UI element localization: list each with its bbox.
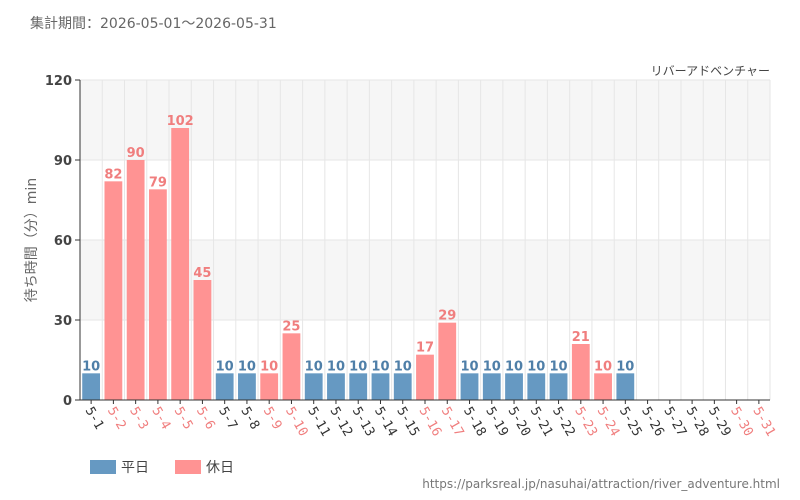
bar-5-7: [215, 373, 234, 400]
data-label-5-15: 10: [394, 359, 412, 374]
bar-5-9: [260, 373, 279, 400]
bar-5-8: [238, 373, 256, 400]
x-tick-label-5-4: 5-4: [148, 405, 173, 433]
bar-5-2: [104, 181, 123, 400]
x-tick-label-5-6: 5-6: [193, 405, 218, 433]
data-label-5-12: 10: [327, 359, 345, 374]
data-label-5-9: 10: [260, 359, 278, 374]
data-label-5-18: 10: [460, 359, 478, 374]
period-label: 集計期間：2026-05-01～2026-05-31: [30, 15, 277, 32]
y-axis-ticks: 0 30 60 90 120: [45, 74, 80, 409]
data-label-5-22: 10: [550, 359, 568, 374]
data-label-5-25: 10: [616, 359, 634, 374]
y-tick-label: 120: [45, 74, 72, 89]
data-label-5-24: 10: [594, 359, 612, 374]
bar-5-21: [527, 373, 546, 400]
legend: 平日 休日: [90, 460, 234, 476]
bar-5-6: [193, 280, 212, 400]
data-label-5-2: 82: [104, 167, 122, 182]
bar-5-19: [482, 373, 501, 400]
legend-label-weekday: 平日: [121, 460, 149, 476]
y-tick-label: 30: [54, 314, 72, 329]
legend-swatch-weekday: [90, 460, 116, 474]
bar-5-12: [327, 373, 345, 400]
x-tick-label-5-2: 5-2: [104, 405, 129, 433]
bar-5-3: [126, 160, 145, 400]
y-tick-label: 0: [63, 394, 72, 409]
data-label-5-19: 10: [483, 359, 501, 374]
legend-swatch-holiday: [175, 460, 201, 474]
data-label-5-6: 45: [193, 266, 211, 281]
bar-5-13: [349, 373, 368, 400]
data-label-5-1: 10: [82, 359, 100, 374]
bar-5-22: [549, 373, 568, 400]
x-tick-label-5-7: 5-7: [215, 405, 240, 433]
x-tick-label-5-5: 5-5: [171, 405, 196, 433]
data-labels: 10 82 90 79 102 45 10 10 10 25 10 10 10 10 10 17 29 10 10 1…: [82, 114, 634, 374]
y-tick-label: 90: [54, 154, 72, 169]
data-label-5-13: 10: [349, 359, 367, 374]
y-tick-label: 60: [54, 234, 72, 249]
bar-5-5: [171, 128, 190, 400]
bar-5-25: [616, 373, 635, 400]
x-axis-ticks: 5-15-25-35-45-55-65-75-85-95-105-115-125…: [82, 400, 778, 439]
x-tick-label-5-3: 5-3: [126, 405, 151, 433]
bar-5-4: [149, 189, 167, 400]
bar-5-10: [282, 333, 301, 400]
data-label-5-3: 90: [127, 146, 145, 161]
legend-label-holiday: 休日: [206, 460, 234, 476]
bar-5-17: [438, 322, 457, 400]
x-tick-label-5-1: 5-1: [82, 405, 107, 433]
data-label-5-10: 25: [282, 319, 300, 334]
source-url: https://parksreal.jp/nasuhai/attraction/…: [422, 477, 780, 491]
data-label-5-21: 10: [527, 359, 545, 374]
bar-5-24: [594, 373, 612, 400]
bar-5-14: [371, 373, 390, 400]
data-label-5-11: 10: [305, 359, 323, 374]
data-label-5-5: 102: [167, 114, 194, 129]
x-tick-label-5-31: 5-31: [749, 405, 778, 440]
bars: [82, 128, 635, 400]
data-label-5-14: 10: [371, 359, 389, 374]
bar-5-20: [505, 373, 523, 400]
y-axis-label: 待ち時間（分）min: [24, 178, 40, 302]
data-label-5-23: 21: [572, 330, 590, 345]
attraction-name: リバーアドベンチャー: [651, 64, 770, 78]
x-tick-label-5-9: 5-9: [260, 405, 285, 433]
background-band: [80, 80, 770, 160]
data-label-5-8: 10: [238, 359, 256, 374]
data-label-5-4: 79: [149, 175, 167, 190]
bar-5-16: [416, 354, 434, 400]
bar-5-15: [393, 373, 412, 400]
data-label-5-16: 17: [416, 341, 434, 356]
bar-5-1: [82, 373, 101, 400]
bar-5-18: [460, 373, 479, 400]
data-label-5-20: 10: [505, 359, 523, 374]
bar-5-11: [304, 373, 323, 400]
bar-5-23: [571, 344, 590, 400]
x-tick-label-5-8: 5-8: [237, 405, 262, 433]
data-label-5-7: 10: [216, 359, 234, 374]
data-label-5-17: 29: [438, 309, 456, 324]
